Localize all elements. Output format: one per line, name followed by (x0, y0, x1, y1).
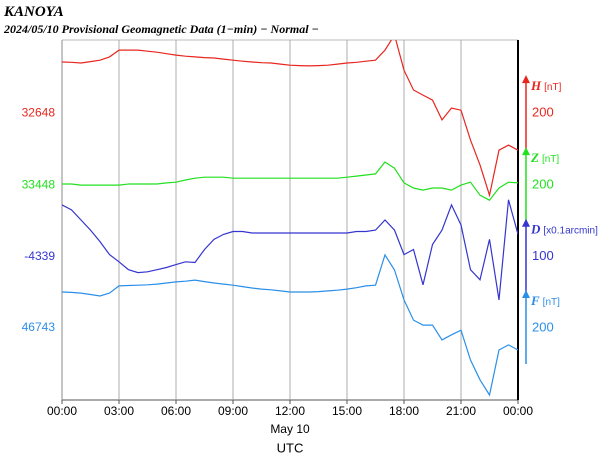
x-tick-label: 06:00 (161, 404, 191, 418)
x-tick-label: 21:00 (446, 404, 476, 418)
series-unit: [nT] (543, 297, 560, 308)
x-tick-label: 18:00 (389, 404, 419, 418)
x-axis-label: UTC (277, 440, 304, 455)
series-line (62, 40, 518, 198)
series-name: D (530, 222, 541, 237)
chart-subtitle: 2024/05/10 Provisional Geomagnetic Data … (3, 22, 319, 36)
x-tick-label: 00:00 (503, 404, 533, 418)
series-unit: [nT] (542, 154, 559, 165)
series-label: Z [nT] (530, 150, 559, 165)
x-tick-label: 00:00 (47, 404, 77, 418)
arrow-head (522, 75, 530, 84)
y-tick-label: -4339 (24, 249, 55, 263)
arrow-head (522, 147, 530, 156)
x-tick-label: 15:00 (332, 404, 362, 418)
date-label: May 10 (270, 422, 310, 436)
scale-label: 200 (532, 105, 554, 120)
x-tick-label: 12:00 (275, 404, 305, 418)
plot-lines (62, 40, 518, 397)
arrow-head (522, 218, 530, 227)
series-label: F [nT] (530, 293, 560, 308)
y-tick-label: 32648 (22, 105, 56, 119)
series-unit: [nT] (544, 82, 561, 93)
arrow-head (522, 290, 530, 298)
series-name: F (530, 293, 540, 308)
series-line (62, 161, 518, 201)
x-tick-label: 09:00 (218, 404, 248, 418)
series-name: H (530, 78, 542, 93)
series-label: H [nT] (530, 78, 562, 93)
series-line (62, 253, 518, 397)
scale-label: 100 (532, 248, 554, 263)
y-tick-label: 33448 (22, 177, 56, 191)
series-name: Z (530, 150, 539, 165)
chart-title: KANOYA (3, 4, 64, 20)
scale-label: 200 (532, 319, 554, 334)
scale-label: 200 (532, 177, 554, 192)
series-line (62, 199, 518, 300)
series-unit: [x0.1arcmin] (543, 225, 598, 236)
x-tick-label: 03:00 (104, 404, 134, 418)
y-tick-label: 46743 (22, 320, 56, 334)
series-label: D [x0.1arcmin] (530, 222, 598, 237)
